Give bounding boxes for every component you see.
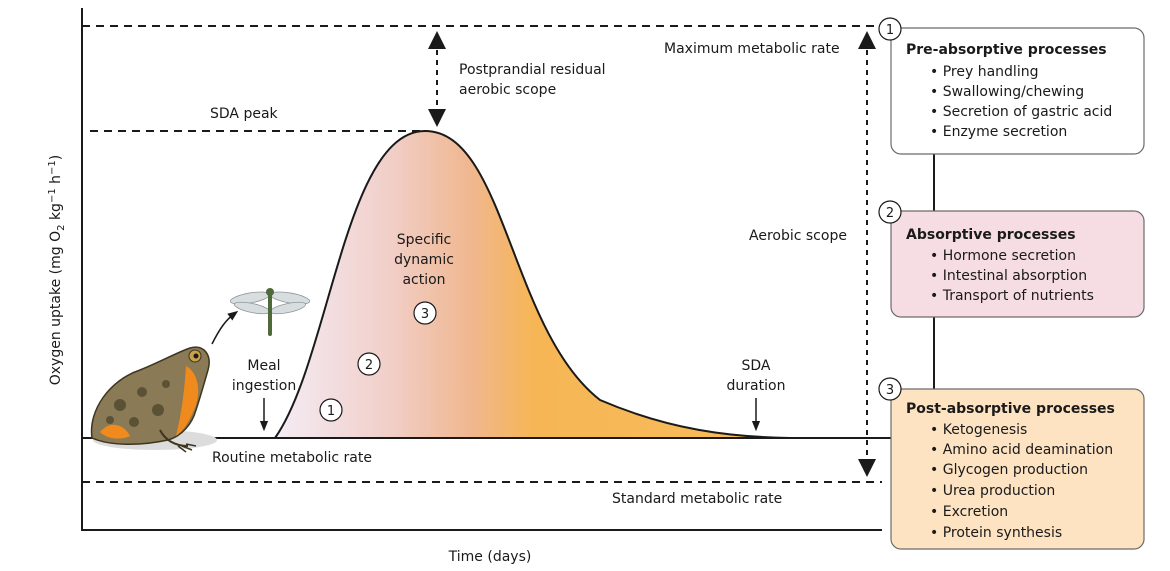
aerobic-scope-label: Aerobic scope bbox=[749, 228, 847, 244]
sda-label-3: action bbox=[402, 272, 445, 288]
svg-text:• Intestinal absorption: • Intestinal absorption bbox=[930, 268, 1087, 284]
svg-text:3: 3 bbox=[886, 383, 894, 398]
routine-rate-label: Routine metabolic rate bbox=[212, 450, 372, 466]
svg-text:2: 2 bbox=[365, 358, 373, 373]
max-rate-label: Maximum metabolic rate bbox=[664, 41, 840, 57]
residual-scope-label-2: aerobic scope bbox=[459, 82, 556, 98]
sda-label-1: Specific bbox=[397, 232, 452, 248]
frog-icon bbox=[90, 346, 217, 453]
sda-peak-label: SDA peak bbox=[210, 106, 279, 122]
frog-to-prey-arrow bbox=[211, 310, 239, 345]
process-list: • Hormone secretion • Intestinal absorpt… bbox=[930, 248, 1094, 304]
svg-text:Pre-absorptive processes: Pre-absorptive processes bbox=[906, 42, 1107, 58]
svg-text:• Excretion: • Excretion bbox=[930, 504, 1008, 520]
sda-duration-label-2: duration bbox=[727, 378, 786, 394]
process-box-pre-absorptive: 1 Pre-absorptive processes • Prey handli… bbox=[878, 17, 1145, 155]
process-list: • Prey handling • Swallowing/chewing • S… bbox=[930, 64, 1112, 140]
sda-duration-label-1: SDA bbox=[742, 358, 771, 374]
meal-ingestion-label-1: Meal bbox=[247, 358, 280, 374]
x-axis-label: Time (days) bbox=[448, 549, 532, 565]
meal-ingestion-label-2: ingestion bbox=[232, 378, 296, 394]
step-marker-2: 2 bbox=[357, 352, 381, 376]
step-marker-3: 3 bbox=[413, 301, 437, 325]
svg-text:Absorptive processes: Absorptive processes bbox=[906, 227, 1076, 243]
residual-scope-label-1: Postprandial residual bbox=[459, 62, 606, 78]
svg-text:2: 2 bbox=[886, 206, 894, 221]
process-box-absorptive: 2 Absorptive processes • Hormone secreti… bbox=[878, 200, 1145, 318]
svg-text:• Enzyme secretion: • Enzyme secretion bbox=[930, 124, 1067, 140]
svg-text:• Ketogenesis: • Ketogenesis bbox=[930, 422, 1027, 438]
step-marker-1: 1 bbox=[319, 398, 343, 422]
sda-area bbox=[275, 131, 790, 438]
process-box-post-absorptive: 3 Post-absorptive processes • Ketogenesi… bbox=[878, 377, 1145, 550]
svg-text:• Urea production: • Urea production bbox=[930, 483, 1055, 499]
svg-text:• Glycogen production: • Glycogen production bbox=[930, 462, 1088, 478]
process-list: • Ketogenesis • Amino acid deamination •… bbox=[930, 422, 1113, 541]
svg-text:• Amino acid deamination: • Amino acid deamination bbox=[930, 442, 1113, 458]
sda-curve bbox=[274, 129, 791, 439]
standard-rate-label: Standard metabolic rate bbox=[612, 491, 782, 507]
svg-text:Post-absorptive processes: Post-absorptive processes bbox=[906, 401, 1115, 417]
svg-text:3: 3 bbox=[421, 307, 429, 322]
svg-text:• Hormone secretion: • Hormone secretion bbox=[930, 248, 1076, 264]
svg-text:• Swallowing/chewing: • Swallowing/chewing bbox=[930, 84, 1084, 100]
svg-text:• Secretion of gastric acid: • Secretion of gastric acid bbox=[930, 104, 1112, 120]
svg-text:• Prey handling: • Prey handling bbox=[930, 64, 1038, 80]
svg-text:1: 1 bbox=[886, 23, 894, 38]
svg-text:• Protein synthesis: • Protein synthesis bbox=[930, 525, 1062, 541]
svg-text:1: 1 bbox=[327, 404, 335, 419]
sda-label-2: dynamic bbox=[394, 252, 454, 268]
y-axis-label: Oxygen uptake (mg O2 kg−1 h−1) bbox=[47, 155, 67, 386]
svg-text:• Transport of nutrients: • Transport of nutrients bbox=[930, 288, 1094, 304]
dragonfly-icon bbox=[229, 288, 311, 336]
